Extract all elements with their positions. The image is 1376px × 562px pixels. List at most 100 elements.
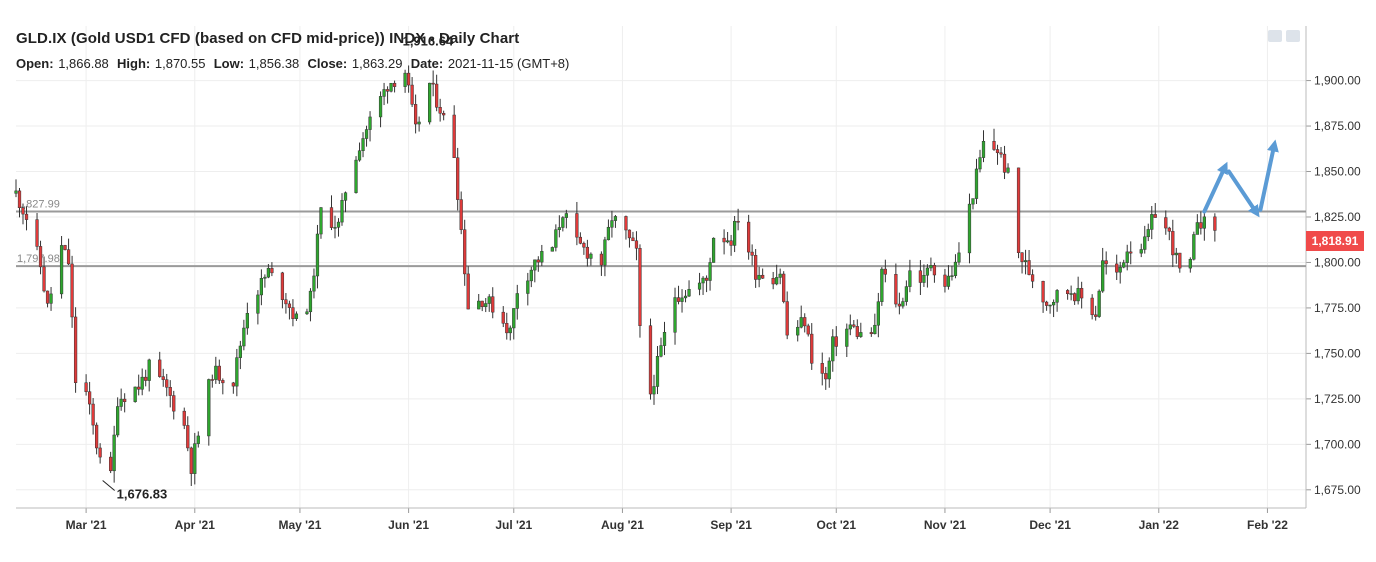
candle-up xyxy=(725,240,730,243)
candle-down xyxy=(1094,314,1098,317)
candle-down xyxy=(1104,260,1108,265)
candle-down xyxy=(70,263,74,318)
candle-down xyxy=(456,157,460,200)
candle-down xyxy=(638,248,642,326)
candle-up xyxy=(242,327,246,347)
candle-up xyxy=(308,290,313,313)
candle-up xyxy=(564,213,568,218)
candle-down xyxy=(442,112,446,116)
candle-up xyxy=(873,324,877,335)
candle-down xyxy=(1030,274,1035,282)
candle-down xyxy=(894,274,898,305)
candle-up xyxy=(655,356,660,387)
candle-down xyxy=(270,268,274,274)
candle-up xyxy=(428,82,432,123)
candle-up xyxy=(533,259,537,271)
candle-down xyxy=(144,376,148,381)
candle-up xyxy=(831,336,835,362)
candle-up xyxy=(659,345,663,357)
candle-up xyxy=(1202,216,1206,229)
candle-down xyxy=(221,380,225,384)
projection-arrow xyxy=(1226,169,1260,218)
axes: 1,675.00 1,700.00 1,725.00 1,750.00 1,775.00… xyxy=(16,26,1361,532)
candle-down xyxy=(480,300,484,307)
candle-up xyxy=(922,274,926,283)
print-icon[interactable] xyxy=(1286,30,1300,42)
candle-up xyxy=(775,277,779,285)
candle-down xyxy=(771,278,775,285)
candle-down xyxy=(1213,216,1217,231)
candle-up xyxy=(796,326,800,336)
y-tick-label: 1,875.00 xyxy=(1314,119,1361,133)
candle-up xyxy=(1051,301,1056,306)
candle-up xyxy=(214,365,218,380)
candle-up xyxy=(610,220,614,228)
candle-up xyxy=(697,282,702,290)
candle-up xyxy=(1174,252,1178,256)
candle-up xyxy=(711,237,716,263)
candles xyxy=(14,65,1217,486)
image-export-icon[interactable] xyxy=(1268,30,1282,42)
candle-down xyxy=(280,272,285,300)
candle-up xyxy=(477,300,481,310)
candle-down xyxy=(406,72,411,86)
candle-up xyxy=(606,226,611,241)
candle-up xyxy=(294,313,299,319)
projection-arrow xyxy=(1258,139,1279,212)
candle-down xyxy=(287,303,292,308)
candle-up xyxy=(683,295,688,299)
candle-down xyxy=(869,332,873,335)
candle-down xyxy=(1167,227,1171,232)
candle-up xyxy=(925,267,930,276)
candle-down xyxy=(38,246,43,268)
candle-up xyxy=(778,273,782,278)
candle-up xyxy=(133,386,137,402)
candle-down xyxy=(87,391,92,405)
candle-down xyxy=(736,220,740,223)
candle-down xyxy=(189,447,193,474)
candle-down xyxy=(803,317,807,327)
candle-up xyxy=(526,280,530,294)
y-tick-label: 1,700.00 xyxy=(1314,437,1361,451)
candle-up xyxy=(207,379,211,437)
candle-up xyxy=(687,289,691,297)
y-tick-label: 1,725.00 xyxy=(1314,392,1361,406)
candle-up xyxy=(484,303,488,307)
candle-up xyxy=(382,89,386,97)
candle-up xyxy=(508,327,512,334)
candle-up xyxy=(196,435,200,444)
candle-up xyxy=(1188,258,1192,269)
candle-up xyxy=(957,252,961,263)
candle-down xyxy=(137,386,141,390)
candle-down xyxy=(1199,222,1203,229)
candle-up xyxy=(603,239,607,266)
x-tick-label: Mar '21 xyxy=(66,518,107,532)
candle-down xyxy=(98,447,102,458)
candle-up xyxy=(1097,290,1101,317)
y-tick-label: 1,825.00 xyxy=(1314,210,1361,224)
candle-up xyxy=(967,203,972,254)
candle-up xyxy=(950,275,954,277)
candle-down xyxy=(172,395,176,412)
candle-down xyxy=(1044,301,1049,306)
candle-up xyxy=(1118,266,1122,273)
candle-down xyxy=(634,240,639,249)
y-tick-label: 1,800.00 xyxy=(1314,255,1361,269)
candle-down xyxy=(785,301,789,336)
candle-down xyxy=(999,152,1003,155)
y-tick-label: 1,675.00 xyxy=(1314,483,1361,497)
candle-down xyxy=(45,290,50,304)
x-tick-label: Oct '21 xyxy=(816,518,856,532)
candle-down xyxy=(109,456,113,472)
close-label: Close: xyxy=(307,56,348,71)
candle-down xyxy=(123,398,127,402)
candle-down xyxy=(932,265,937,276)
candle-up xyxy=(1122,262,1126,268)
candle-down xyxy=(897,303,901,307)
candle-up xyxy=(49,293,53,304)
candle-down xyxy=(385,89,390,92)
annotation-label: 1,676.83 xyxy=(117,486,168,501)
candle-down xyxy=(1129,251,1133,254)
candle-down xyxy=(995,149,1000,154)
